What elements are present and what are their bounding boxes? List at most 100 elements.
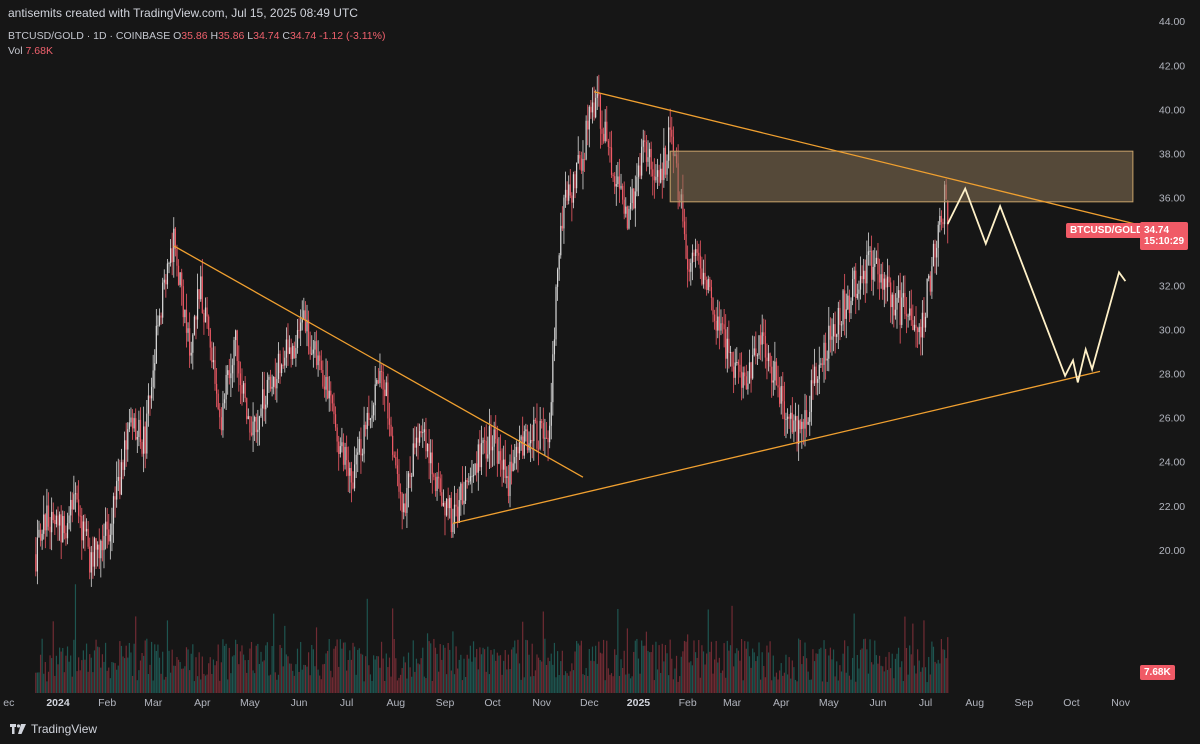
volume-bar — [150, 641, 153, 693]
volume-bar — [216, 661, 218, 693]
price-tick-label: 30.00 — [1159, 325, 1185, 337]
volume-bar — [753, 652, 755, 693]
candle-body — [185, 309, 188, 333]
volume-bar — [288, 663, 291, 693]
volume-bar — [347, 659, 349, 693]
volume-bar — [377, 656, 379, 693]
volume-bar — [287, 656, 289, 693]
volume-bar — [423, 676, 425, 693]
volume-bar — [49, 655, 51, 693]
volume-bar — [886, 669, 889, 693]
volume-bar — [510, 649, 513, 693]
candle-body — [574, 174, 576, 189]
candle-body — [163, 279, 165, 283]
symbol-label[interactable]: BTCUSD/GOLD · 1D · COINBASE — [8, 30, 171, 42]
candle-body — [790, 412, 792, 419]
candle-body — [579, 155, 581, 159]
candle-body — [829, 325, 831, 340]
candle-body — [269, 376, 272, 389]
candle-body — [595, 97, 597, 118]
volume-bar — [463, 658, 465, 693]
candle-body — [767, 353, 770, 362]
volume-bar — [923, 620, 925, 693]
time-tick-label: Sep — [436, 697, 455, 709]
candle-body — [541, 420, 543, 424]
candle-body — [281, 364, 283, 373]
candle-body — [828, 325, 830, 359]
volume-bar — [558, 675, 560, 693]
volume-bar — [176, 656, 178, 693]
candle-body — [476, 463, 478, 473]
candle-body — [747, 383, 749, 390]
candle-body — [63, 516, 65, 534]
volume-bar — [648, 652, 651, 693]
candle-body — [104, 521, 107, 536]
candle-body — [130, 417, 132, 423]
candle-body — [396, 465, 399, 474]
ohlc-legend: BTCUSD/GOLD · 1D · COINBASE O35.86 H35.8… — [8, 30, 385, 42]
volume-bar — [931, 641, 933, 693]
volume-bar — [663, 661, 665, 693]
volume-bar — [477, 669, 479, 693]
candle-body — [569, 184, 571, 196]
time-tick-label: Jun — [869, 697, 886, 709]
volume-bar — [576, 640, 578, 693]
candle-body — [909, 308, 911, 316]
candle-body — [488, 426, 490, 455]
volume-bar — [82, 650, 84, 693]
volume-bar — [752, 648, 754, 693]
candle-body — [714, 314, 716, 321]
volume-bar — [187, 649, 189, 693]
volume-bar — [336, 639, 338, 693]
candle-body — [338, 441, 340, 454]
candle-body — [512, 463, 514, 472]
volume-bar — [407, 652, 410, 693]
bar-countdown: 15:10:29 — [1144, 236, 1185, 247]
volume-bar — [609, 674, 611, 693]
candle-body — [298, 330, 300, 332]
candle-body — [143, 426, 145, 454]
volume-bar — [157, 644, 159, 693]
price-tick-label: 38.00 — [1159, 148, 1185, 160]
volume-bar — [212, 659, 215, 693]
candle-body — [445, 498, 448, 516]
candle-body — [847, 295, 849, 310]
volume-bar — [750, 667, 752, 693]
volume-bar — [436, 653, 438, 693]
candle-body — [195, 316, 197, 320]
volume-bar — [298, 671, 300, 693]
candle-body — [254, 416, 256, 422]
volume-bar — [725, 677, 727, 693]
time-tick-label: 2025 — [627, 697, 651, 709]
candle-body — [388, 418, 391, 425]
candle-body — [580, 158, 582, 171]
volume-bar — [847, 646, 849, 693]
candle-body — [228, 370, 230, 379]
volume-bar — [610, 673, 613, 693]
volume-bar — [223, 645, 226, 693]
low-value: 34.74 — [253, 30, 280, 42]
volume-bar — [38, 672, 40, 693]
candle-body — [729, 352, 732, 354]
candle-body — [447, 498, 449, 509]
volume-bar — [615, 654, 617, 693]
candle-body — [393, 454, 395, 458]
volume-bar — [60, 651, 62, 693]
candle-body — [157, 325, 159, 327]
candle-body — [886, 276, 889, 288]
tradingview-footer[interactable]: TradingView — [10, 722, 97, 736]
candle-body — [869, 250, 871, 252]
candle-body — [260, 408, 262, 417]
candle-body — [89, 546, 91, 573]
candle-body — [821, 363, 824, 365]
volume-bar — [622, 667, 624, 693]
candle-body — [76, 493, 78, 500]
volume-bar — [671, 658, 673, 693]
candle-body — [596, 93, 598, 98]
volume-bar — [943, 649, 946, 693]
volume-bar — [236, 644, 238, 693]
candle-body — [885, 278, 887, 288]
candle-body — [661, 168, 663, 181]
volume-bar — [601, 653, 603, 693]
